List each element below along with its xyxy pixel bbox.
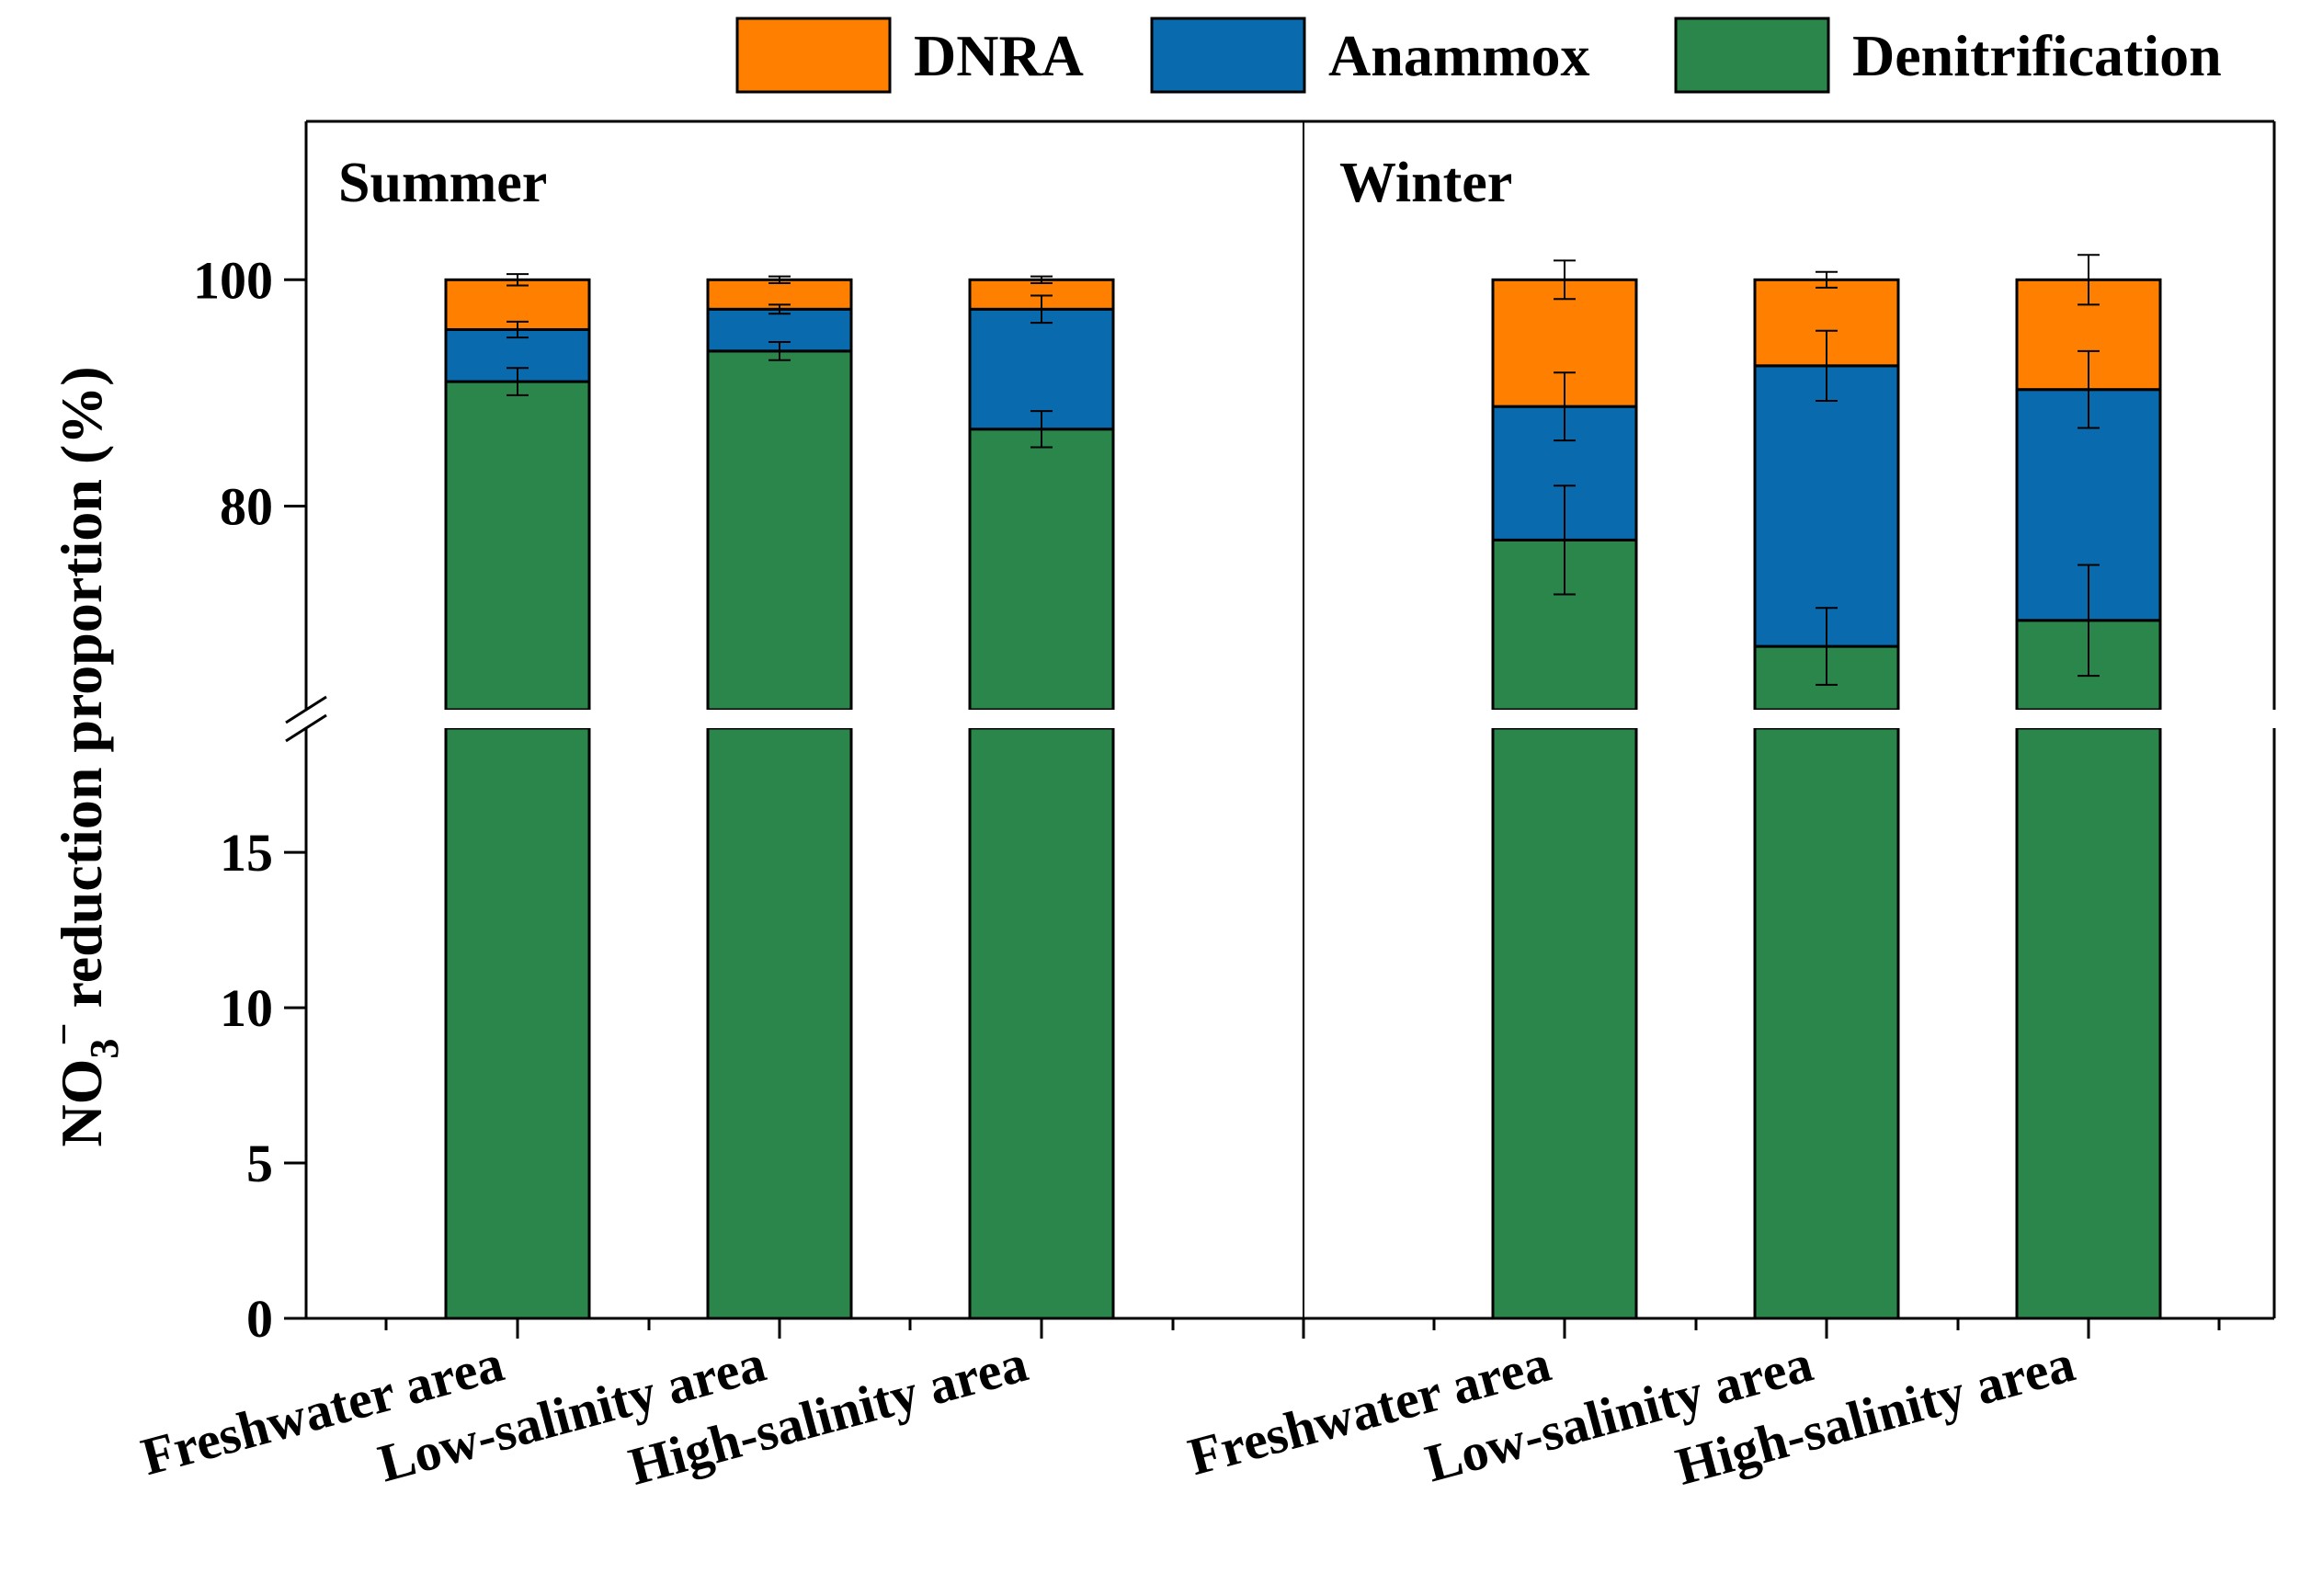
error-bar-anammox-1: [768, 303, 791, 315]
error-bars-layer: [507, 254, 2100, 686]
y-tick-label: 15: [220, 823, 273, 883]
bar-denitrification-1-lower: [706, 726, 853, 1320]
legend-label: Denitrification: [1852, 23, 2222, 88]
panel-label-summer: Summer: [338, 152, 547, 214]
error-bar-denitrification-3: [1554, 484, 1576, 596]
error-bar-anammox-5: [2078, 349, 2100, 429]
bar-anammox-4: [1753, 364, 1900, 648]
error-bar-denitrification-0: [507, 367, 529, 396]
error-bar-anammox-0: [507, 320, 529, 339]
legend-swatch: [1674, 17, 1830, 94]
legend-swatch: [1150, 17, 1306, 94]
error-bar-dnra-2: [1030, 275, 1053, 284]
error-bar-denitrification-4: [1816, 607, 1838, 686]
y-tick-label: 10: [220, 978, 273, 1038]
axis-break-gap: [279, 710, 2302, 728]
error-bar-dnra-1: [768, 275, 791, 284]
error-bar-dnra-0: [507, 273, 529, 287]
legend-item-denitrification: Denitrification: [1674, 17, 2222, 94]
y-tick-label: 5: [246, 1134, 273, 1193]
bars-layer: [444, 278, 2162, 1320]
y-axis-title-rest: reduction proportion (%): [49, 366, 114, 1022]
error-bar-denitrification-2: [1030, 410, 1053, 449]
error-bar-anammox-3: [1554, 371, 1576, 442]
y-axis-title-sub: 3: [82, 1039, 127, 1059]
panel-label-winter: Winter: [1339, 152, 1512, 214]
bar-denitrification-1-upper: [706, 349, 853, 712]
bar-denitrification-2-upper: [968, 428, 1115, 712]
axis-break-mark: [285, 713, 327, 743]
y-tick-label: 100: [193, 250, 273, 310]
bar-denitrification-2-lower: [968, 726, 1115, 1320]
bar-denitrification-3-lower: [1491, 726, 1638, 1320]
y-tick-label: 80: [220, 476, 273, 536]
y-axis-title: NO3− reduction proportion (%): [41, 366, 127, 1146]
legend-label: Anammox: [1328, 23, 1589, 88]
error-bar-dnra-3: [1554, 259, 1576, 301]
y-tick-label: 0: [246, 1289, 273, 1349]
y-axis-title-main: NO: [49, 1059, 114, 1147]
bar-denitrification-4-lower: [1753, 726, 1900, 1320]
axis-break-mark: [285, 695, 327, 724]
legend: DNRA Anammox Denitrification: [735, 17, 2222, 94]
legend-item-dnra: DNRA: [735, 17, 1084, 94]
error-bar-anammox-2: [1030, 294, 1053, 325]
error-bar-anammox-4: [1816, 329, 1838, 402]
y-axis-title-sup: −: [41, 1023, 86, 1046]
bar-denitrification-0-lower: [444, 726, 591, 1320]
error-bar-denitrification-1: [768, 341, 791, 361]
frame-layer: [279, 120, 2302, 1339]
legend-label: DNRA: [914, 23, 1084, 88]
legend-item-anammox: Anammox: [1150, 17, 1589, 94]
legend-swatch: [735, 17, 892, 94]
error-bar-dnra-5: [2078, 254, 2100, 306]
error-bar-dnra-4: [1816, 270, 1838, 289]
bar-denitrification-5-lower: [2015, 726, 2162, 1320]
bar-denitrification-0-upper: [444, 380, 591, 712]
error-bar-denitrification-5: [2078, 564, 2100, 678]
